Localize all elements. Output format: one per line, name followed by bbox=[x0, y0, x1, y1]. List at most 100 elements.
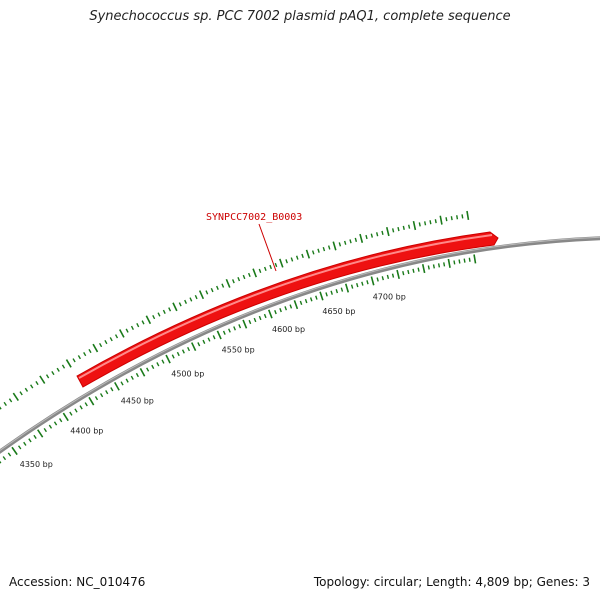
inner-scale-tick bbox=[161, 359, 165, 364]
inner-scale-tick bbox=[7, 452, 12, 457]
scale-tick bbox=[184, 299, 188, 304]
scale-tick bbox=[225, 278, 231, 288]
inner-scale-tick bbox=[222, 330, 226, 335]
scale-tick bbox=[12, 392, 19, 402]
inner-scale-tick bbox=[33, 434, 37, 439]
inner-scale-tick bbox=[11, 446, 18, 456]
inner-scale-tick bbox=[258, 315, 262, 321]
scale-tick bbox=[311, 250, 315, 255]
inner-scale-tick bbox=[74, 408, 78, 413]
inner-scale-tick bbox=[386, 274, 390, 280]
inner-scale-tick bbox=[421, 263, 426, 274]
inner-scale-tick bbox=[356, 283, 359, 288]
inner-scale-tick bbox=[344, 283, 350, 293]
scale-tick bbox=[0, 406, 2, 410]
gene-arrow[interactable] bbox=[76, 231, 499, 388]
scale-label: 4700 bp bbox=[373, 292, 406, 301]
scale-tick bbox=[83, 351, 87, 357]
inner-scale-tick bbox=[366, 280, 369, 285]
inner-scale-tick bbox=[94, 396, 99, 401]
scale-tick bbox=[439, 215, 443, 225]
inner-scale-tick bbox=[407, 269, 410, 275]
scale-tick bbox=[322, 246, 326, 252]
inner-scale-tick bbox=[361, 281, 364, 286]
inner-scale-tick bbox=[473, 254, 477, 264]
scale-tick bbox=[136, 323, 140, 328]
scale-tick bbox=[332, 241, 337, 251]
scale-tick bbox=[109, 337, 113, 342]
inner-scale-tick bbox=[120, 381, 124, 386]
scale-tick bbox=[51, 371, 55, 376]
scale-tick bbox=[359, 233, 364, 243]
gene-label[interactable]: SYNPCC7002_B0003 bbox=[206, 212, 302, 223]
inner-scale-tick bbox=[293, 300, 299, 310]
scale-tick bbox=[450, 216, 453, 221]
scale-tick bbox=[210, 287, 214, 293]
gene-arrow-shine bbox=[78, 234, 493, 379]
scale-tick bbox=[39, 375, 46, 384]
scale-label: 4650 bp bbox=[322, 307, 355, 316]
scale-tick bbox=[189, 297, 193, 302]
scale-tick bbox=[237, 276, 241, 282]
scale-tick bbox=[114, 334, 119, 339]
inner-scale-tick bbox=[248, 319, 252, 325]
inner-scale-tick bbox=[84, 402, 88, 407]
inner-scale-tick bbox=[376, 277, 379, 282]
scale-tick bbox=[381, 230, 384, 236]
topology-summary: Topology: circular; Length: 4,809 bp; Ge… bbox=[313, 575, 590, 589]
accession-text: Accession: NC_010476 bbox=[9, 575, 146, 589]
scale-tick bbox=[252, 268, 258, 278]
inner-scale-tick bbox=[135, 372, 139, 378]
inner-scale-tick bbox=[212, 335, 216, 340]
inner-scale-tick bbox=[340, 287, 344, 292]
gene-label-leader bbox=[258, 223, 277, 272]
scale-tick bbox=[168, 307, 172, 312]
scale-tick bbox=[429, 220, 432, 225]
inner-scale-tick bbox=[253, 317, 257, 323]
scale-label: 4350 bp bbox=[20, 460, 53, 469]
inner-scale-tick bbox=[289, 304, 293, 309]
scale-tick bbox=[365, 234, 368, 240]
inner-scale-tick bbox=[0, 460, 2, 464]
inner-scale-tick bbox=[396, 269, 400, 279]
inner-scale-tick bbox=[62, 412, 69, 422]
gene-feature[interactable] bbox=[76, 231, 499, 388]
inner-scale-tick bbox=[432, 264, 435, 269]
inner-scale-tick bbox=[267, 309, 273, 319]
inner-scale-tick bbox=[110, 387, 114, 392]
scale-tick bbox=[375, 232, 379, 237]
inner-scale-tick bbox=[171, 354, 175, 359]
scale-tick bbox=[263, 266, 267, 272]
inner-scale-tick bbox=[69, 411, 73, 416]
scale-tick bbox=[258, 268, 262, 274]
inner-scale-tick bbox=[350, 284, 354, 289]
scale-tick bbox=[61, 364, 66, 369]
scale-tick bbox=[385, 227, 390, 237]
inner-scale-tick bbox=[197, 342, 201, 347]
scale-tick bbox=[269, 264, 272, 270]
inner-scale-tick bbox=[263, 313, 267, 319]
inner-scale-tick bbox=[309, 297, 313, 302]
inner-scale-tick bbox=[370, 276, 375, 286]
inner-scale-tick bbox=[43, 428, 47, 433]
inner-scale-tick bbox=[381, 276, 384, 281]
scale-tick bbox=[77, 355, 81, 360]
scale-tick bbox=[434, 219, 437, 224]
scale-tick bbox=[3, 401, 7, 406]
inner-scale-tick bbox=[453, 260, 456, 265]
scale-tick bbox=[301, 253, 304, 259]
inner-scale-tick bbox=[176, 351, 180, 357]
scale-tick bbox=[130, 325, 134, 330]
inner-scale-tick bbox=[187, 346, 191, 352]
scale-tick bbox=[205, 290, 209, 295]
scale-tick bbox=[274, 262, 278, 268]
inner-scale-tick bbox=[463, 258, 466, 263]
scale-tick bbox=[19, 391, 23, 396]
inner-scale-tick bbox=[242, 319, 248, 329]
scale-tick bbox=[152, 314, 156, 320]
inner-scale-tick bbox=[443, 262, 446, 267]
inner-scale-tick bbox=[304, 298, 308, 304]
scale-label: 4450 bp bbox=[121, 396, 154, 405]
inner-scale-tick bbox=[335, 289, 339, 294]
